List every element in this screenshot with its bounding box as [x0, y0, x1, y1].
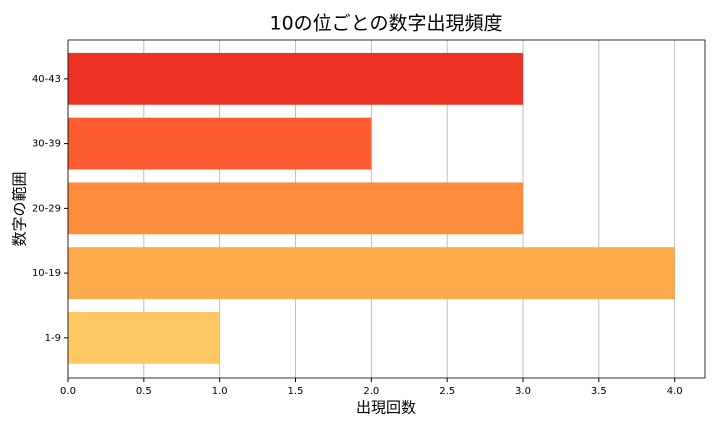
x-tick-label: 2.5: [439, 386, 455, 397]
bar: [68, 117, 372, 170]
y-tick-label: 20-29: [32, 203, 61, 214]
y-tick-label: 10-19: [32, 268, 61, 279]
bar: [68, 52, 523, 105]
x-tick-label: 3.5: [591, 386, 607, 397]
x-tick-label: 4.0: [667, 386, 683, 397]
y-tick-label: 40-43: [32, 74, 61, 85]
x-tick-label: 0.0: [60, 386, 76, 397]
x-tick-label: 3.0: [515, 386, 531, 397]
bar: [68, 182, 523, 235]
x-tick-label: 2.0: [363, 386, 379, 397]
y-tick-label: 30-39: [32, 139, 61, 150]
chart-title: 10の位ごとの数字出現頻度: [270, 13, 503, 35]
x-axis-label: 出現回数: [356, 399, 416, 417]
plot-frame: [67, 39, 706, 379]
x-tick-label: 0.5: [136, 386, 152, 397]
x-tick-label: 1.5: [288, 386, 304, 397]
y-axis-label: 数字の範囲: [11, 171, 29, 246]
y-tick-label: 1-9: [45, 333, 61, 344]
x-tick-label: 1.0: [212, 386, 228, 397]
bar: [68, 311, 220, 364]
bar: [68, 247, 675, 300]
